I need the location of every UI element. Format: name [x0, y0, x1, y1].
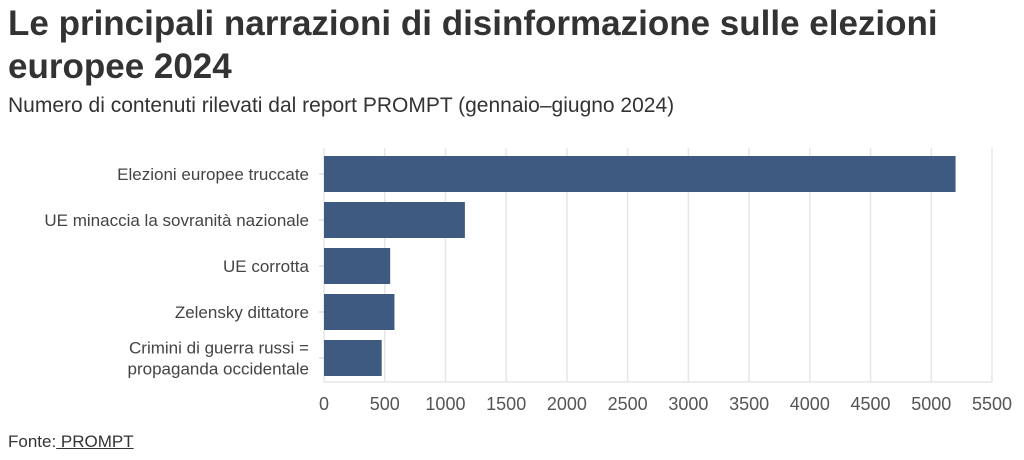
chart-subtitle: Numero di contenuti rilevati dal report … [8, 94, 675, 117]
x-tick-label: 3500 [729, 394, 769, 414]
x-tick-label: 5500 [972, 394, 1012, 414]
x-tick-label: 5000 [911, 394, 951, 414]
x-tick-label: 500 [370, 394, 400, 414]
bar [324, 294, 395, 330]
x-tick-label: 3000 [668, 394, 708, 414]
x-tick-label: 4500 [851, 394, 891, 414]
x-tick-label: 2000 [547, 394, 587, 414]
y-category-label: Zelensky dittatore [175, 303, 309, 322]
x-tick-label: 1000 [425, 394, 465, 414]
x-tick-label: 0 [319, 394, 329, 414]
x-tick-label: 2500 [608, 394, 648, 414]
source-label: Fonte: [8, 432, 57, 451]
bar [324, 156, 956, 192]
x-tick-label: 4000 [790, 394, 830, 414]
bar [324, 340, 382, 376]
chart-title: Le principali narrazioni di disinformazi… [8, 4, 938, 86]
source-link[interactable]: PROMPT [56, 432, 134, 451]
source-note: Fonte: PROMPT [8, 432, 134, 452]
y-category-label: Elezioni europee truccate [117, 165, 309, 184]
y-category-label: propaganda occidentale [128, 360, 309, 379]
y-category-label: UE minaccia la sovranità nazionale [44, 211, 309, 230]
x-tick-label: 1500 [486, 394, 526, 414]
bar [324, 202, 465, 238]
bar [324, 248, 391, 284]
y-category-label: UE corrotta [223, 257, 310, 276]
y-category-label: Crimini di guerra russi = [129, 339, 309, 358]
bar-chart: 0 500 1000 1500 2000 2500 3000 3500 4000 4500 5000… [44, 148, 1012, 414]
